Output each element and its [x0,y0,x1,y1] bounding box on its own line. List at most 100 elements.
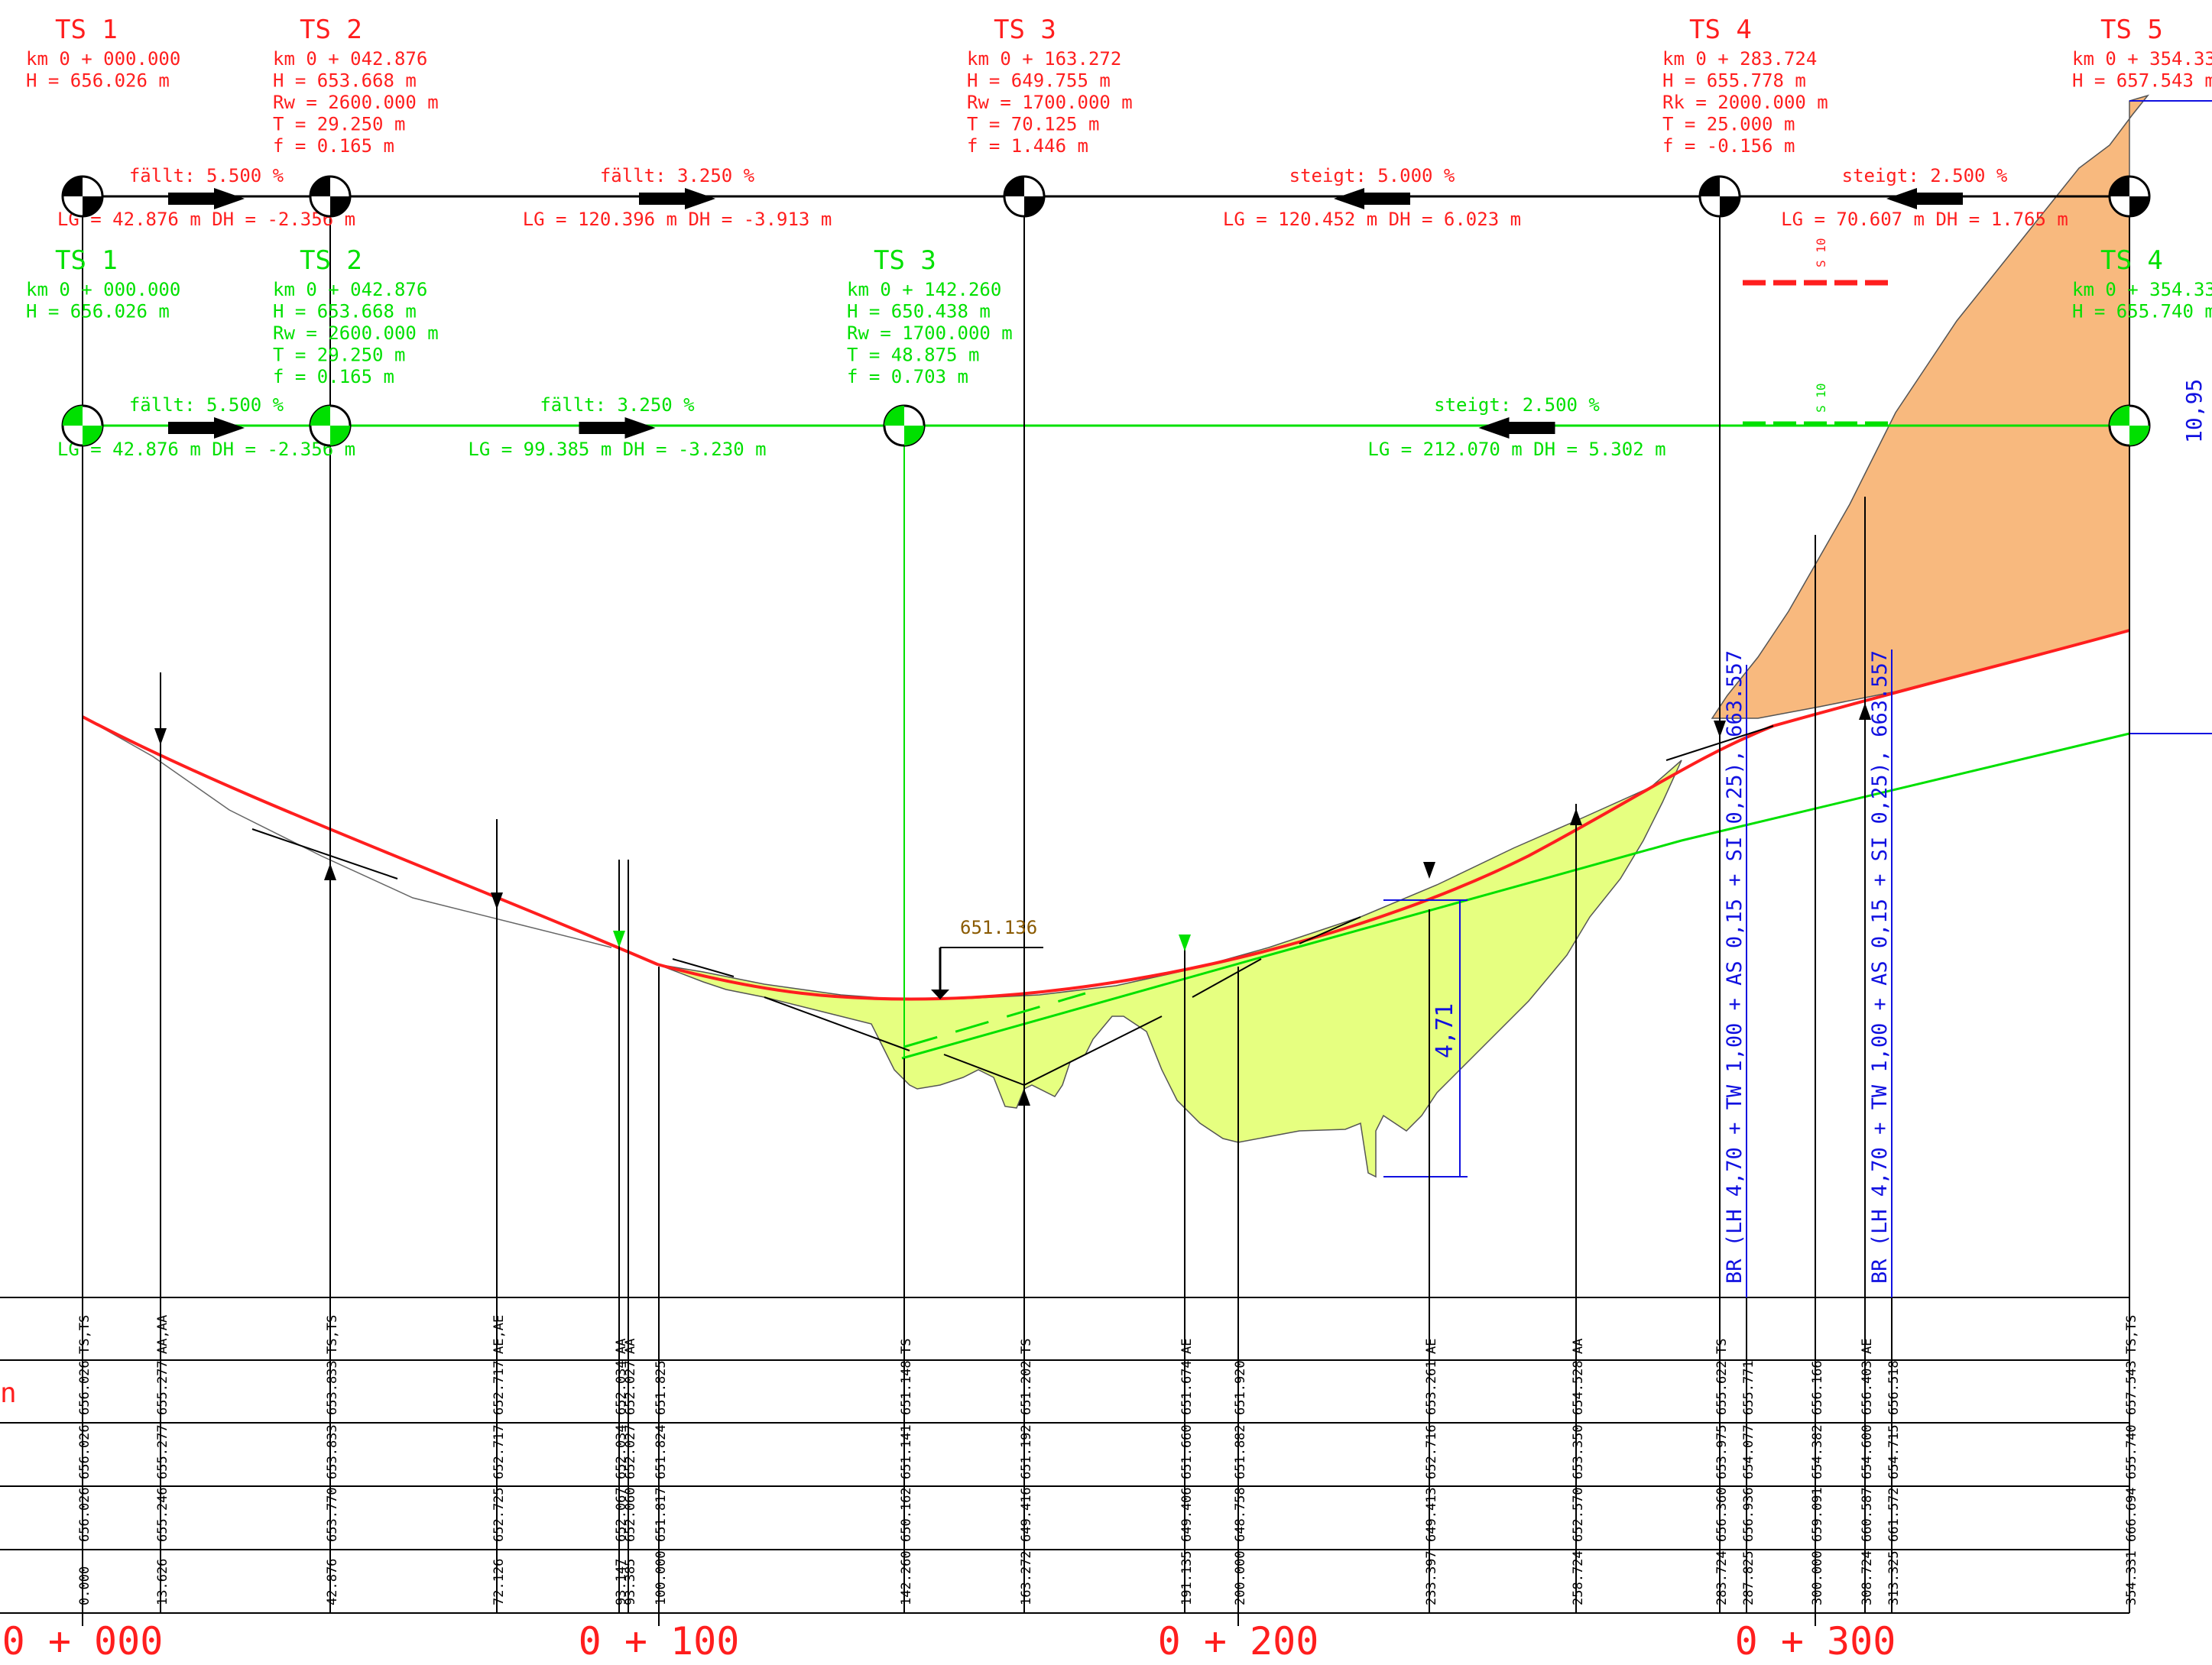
table-cell-r2: 651.824 [654,1424,669,1479]
design-ts-line: Rk = 2000.000 m [1662,92,1828,113]
table-cell-code: AA,AA [155,1315,170,1354]
table-cell-code: AA [623,1339,638,1354]
table-cell-r1: 651.674 [1179,1360,1195,1415]
table-cell-r3: 659.091 [1810,1487,1825,1542]
design-ts-line: f = 0.165 m [273,135,394,157]
table-cell-st: 354.331 [2124,1550,2139,1605]
design-grade-line [82,629,2130,1001]
bridge-label-2: BR (LH 4,70 + TW 1,00 + AS 0,15 + SI 0,2… [1868,650,1892,1284]
existing-ts-title: TS 2 [300,245,362,276]
table-cell-r2: 652.034 [614,1424,629,1479]
design-segment-arrow [1886,188,1963,209]
design-ts-title: TS 4 [1689,15,1752,45]
design-ts-title: TS 2 [300,15,362,45]
table-cell-r1: 651.920 [1233,1360,1248,1415]
table-cell-r2: 652.717 [491,1424,507,1479]
existing-ts-marker-q2 [2129,426,2149,445]
low-point-label: 651.136 [960,917,1037,938]
table-cell-code: TS [1019,1339,1034,1354]
design-segment-grade: fällt: 3.250 % [600,165,755,186]
table-cell-code: AE,AE [491,1315,507,1354]
existing-ts-title: TS 3 [874,245,936,276]
km-label: 0 + 200 [1158,1619,1319,1663]
existing-segment-length: LG = 212.070 m DH = 5.302 m [1367,439,1665,460]
table-cell-code: AA [1571,1339,1586,1354]
existing-segment-grade: fällt: 5.500 % [129,394,284,416]
existing-ts-title: TS 1 [55,245,118,276]
station-arrow [1423,862,1435,879]
table-cell-r3: 656.360 [1714,1487,1730,1542]
existing-ts-line: km 0 + 142.260 [847,279,1001,300]
design-segment-length: LG = 42.876 m DH = -2.356 m [57,209,355,230]
existing-ts-line: T = 29.250 m [273,345,405,366]
table-cell-r3: 649.406 [1179,1487,1195,1542]
table-cell-st: 163.272 [1019,1550,1034,1605]
table-cell-r3: 666.694 [2124,1487,2139,1542]
station-arrow [1714,721,1726,737]
existing-segment-arrow [579,417,656,439]
design-ts-marker-q1 [63,177,83,196]
table-cell-code: TS [1714,1339,1730,1354]
table-cell-r3: 652.725 [491,1487,507,1542]
table-cell-r1: 653.261 [1424,1360,1439,1415]
design-ts-line: H = 653.668 m [273,70,417,92]
s10-red-label: S 10 [1814,238,1828,267]
table-cell-st: 200.000 [1233,1550,1248,1605]
design-ts-line: T = 70.125 m [967,114,1099,135]
table-cell-r1: 655.622 [1714,1360,1730,1415]
table-cell-r3: 648.758 [1233,1487,1248,1542]
design-ts-marker-q2 [83,196,102,216]
table-cell-r2: 651.141 [899,1424,914,1479]
station-arrow [1859,703,1871,720]
table-cell-r2: 652.027 [623,1424,638,1479]
existing-ts-marker-q2 [83,426,102,445]
station-arrow [613,931,625,947]
table-cell-r1: 657.543 [2124,1360,2139,1415]
existing-ts-marker-q2 [330,426,350,445]
depth-dimension [1383,899,1468,1177]
existing-ts-marker-q1 [63,406,83,426]
design-ts-marker-q1 [310,177,330,196]
table-cell-st: 0.000 [77,1566,92,1605]
table-cell-r2: 655.277 [155,1424,170,1479]
design-ts-marker-q1 [1004,177,1024,196]
existing-segment-grade: steigt: 2.500 % [1434,394,1600,416]
data-table-grid [0,1297,2129,1614]
table-cell-r1: 651.825 [654,1360,669,1415]
depth-dim-label: 4,71 [1432,1003,1458,1058]
existing-ts-line: f = 0.165 m [273,366,394,387]
tangent-line [943,1054,1025,1086]
tangent-line [251,828,398,879]
table-cell-st: 313.325 [1886,1550,1902,1605]
existing-ts-line: f = 0.703 m [847,366,968,387]
table-cell-st: 258.724 [1571,1550,1586,1605]
existing-ts-line: Rw = 2600.000 m [273,322,439,344]
km-label: 0 + 300 [1735,1619,1896,1663]
table-cell-r2: 651.882 [1233,1424,1248,1479]
table-cell-code: AE [1179,1339,1195,1354]
table-cell-st: 93.147 [614,1559,629,1605]
design-ts-line: km 0 + 042.876 [273,48,427,70]
existing-ts-line: H = 650.438 m [847,301,991,322]
existing-segment-grade: fällt: 3.250 % [540,394,695,416]
table-cell-r3: 652.570 [1571,1487,1586,1542]
table-cell-r1: 652.027 [623,1360,638,1415]
table-cell-r3: 652.060 [623,1487,638,1542]
table-cell-r2: 654.600 [1860,1424,1875,1479]
table-cell-code: TS,TS [77,1315,92,1354]
existing-ts-marker-q1 [884,406,904,426]
design-ts-marker-q1 [2110,177,2129,196]
existing-ts-title: TS 4 [2100,245,2163,276]
design-segment-grade: fällt: 5.500 % [129,165,284,186]
design-segment-length: LG = 70.607 m DH = 1.765 m [1781,209,2068,230]
fill-area [657,760,1682,1178]
table-cell-st: 142.260 [899,1550,914,1605]
table-cell-r3: 656.026 [77,1487,92,1542]
design-ts-line: km 0 + 000.000 [26,48,180,70]
low-point-marker [931,947,1043,999]
table-cell-r3: 661.572 [1886,1487,1902,1542]
design-ts-line: H = 657.543 m [2072,70,2212,92]
dim-right-label: 10,95 [2181,379,2207,443]
table-cell-r3: 652.067 [614,1487,629,1542]
